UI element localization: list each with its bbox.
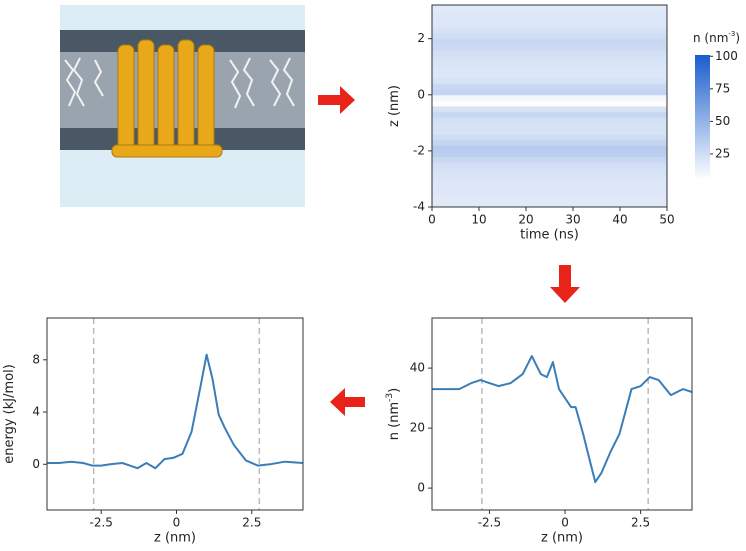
x-tick-label: 30 [565, 213, 580, 227]
x-tick-label: 20 [518, 213, 533, 227]
heat-row [432, 150, 667, 157]
y-axis-label: z (nm) [387, 85, 402, 127]
heat-row [432, 184, 667, 191]
y-tick-label: 8 [32, 352, 40, 366]
y-tick-label: 20 [410, 421, 425, 435]
y-tick-label: 40 [410, 361, 425, 375]
heat-row [432, 178, 667, 186]
x-tick-label: -2.5 [90, 516, 113, 530]
arrows [318, 86, 580, 416]
data-line [47, 353, 304, 470]
x-tick-label: 40 [612, 213, 627, 227]
x-tick-label: 2.5 [631, 516, 650, 530]
heat-row [432, 61, 667, 68]
heat-row [432, 38, 667, 45]
colorbar [695, 55, 710, 180]
y-axis-label-text: z (nm) [387, 85, 402, 127]
plot-frame [431, 4, 668, 208]
x-tick-label: 0 [561, 516, 569, 530]
heat-row [432, 44, 667, 51]
heat-row [432, 49, 667, 56]
x-tick-label: 0 [428, 213, 436, 227]
x-tick-label: -2.5 [478, 516, 501, 530]
heat-row [432, 195, 667, 202]
x-tick-label: 0 [173, 516, 181, 530]
heat-row [432, 122, 667, 129]
heat-row [432, 111, 667, 118]
colorbar-label: n (nm-3) [693, 30, 740, 45]
x-axis-label: z (nm) [541, 531, 583, 546]
colorbar-label-sup: -3 [728, 30, 735, 38]
heat-row [432, 21, 667, 28]
heat-row [432, 27, 667, 34]
heat-row [432, 190, 667, 197]
y-tick-label: -2 [413, 143, 425, 157]
heat-row [432, 94, 667, 101]
y-axis-label-text: n (nm [387, 402, 402, 440]
y-tick-label: 4 [32, 405, 40, 419]
y-tick-label: 0 [417, 481, 425, 495]
heat-row [432, 77, 667, 85]
data-line [432, 355, 693, 484]
colorbar-tick-label: 75 [715, 81, 730, 95]
plot-frame [431, 317, 693, 511]
heat-row [432, 10, 667, 17]
heat-row [432, 33, 667, 40]
heat-row [432, 100, 667, 107]
heat-row [432, 89, 667, 96]
heat-row [432, 106, 667, 113]
arrow-right [318, 86, 355, 114]
x-tick-label: 2.5 [242, 516, 261, 530]
colorbar-tick-label: 50 [715, 114, 730, 128]
heat-row [432, 167, 667, 174]
heat-row [432, 156, 667, 163]
heat-row [432, 55, 667, 62]
y-axis-label-end: ) [387, 388, 402, 393]
y-axis-label: energy (kJ/mol) [2, 364, 17, 464]
plot-frame [46, 317, 304, 511]
heat-row [432, 145, 667, 152]
heat-row [432, 201, 667, 208]
y-tick-label: -4 [413, 200, 425, 214]
heat-row [432, 72, 667, 79]
heat-row [432, 5, 667, 12]
heat-row [432, 83, 667, 90]
y-axis-label-text: energy (kJ/mol) [2, 364, 17, 464]
arrow-down [550, 265, 580, 303]
heat-row [432, 173, 667, 180]
x-axis-label: z (nm) [154, 531, 196, 546]
arrow-left [330, 388, 365, 416]
y-axis-label-sup: -3 [385, 393, 395, 402]
heat-row [432, 134, 667, 141]
x-tick-label: 10 [471, 213, 486, 227]
x-tick-label: 50 [659, 213, 674, 227]
heat-row [432, 128, 667, 135]
x-axis-label: time (ns) [520, 228, 579, 243]
colorbar-tick-label: 25 [715, 146, 730, 160]
colorbar-label-text: n (nm [693, 31, 728, 45]
y-tick-label: 2 [417, 31, 425, 45]
heat-row [432, 139, 667, 146]
heat-row [432, 162, 667, 169]
colorbar-label-end: ) [735, 31, 740, 45]
heat-row [432, 16, 667, 23]
heat-row [432, 117, 667, 124]
y-tick-label: 0 [32, 457, 40, 471]
heat-row [432, 66, 667, 73]
molecule-image [60, 5, 305, 207]
y-tick-label: 0 [417, 87, 425, 101]
y-axis-label: n (nm-3) [385, 388, 402, 440]
colorbar-tick-label: 100 [715, 49, 738, 63]
